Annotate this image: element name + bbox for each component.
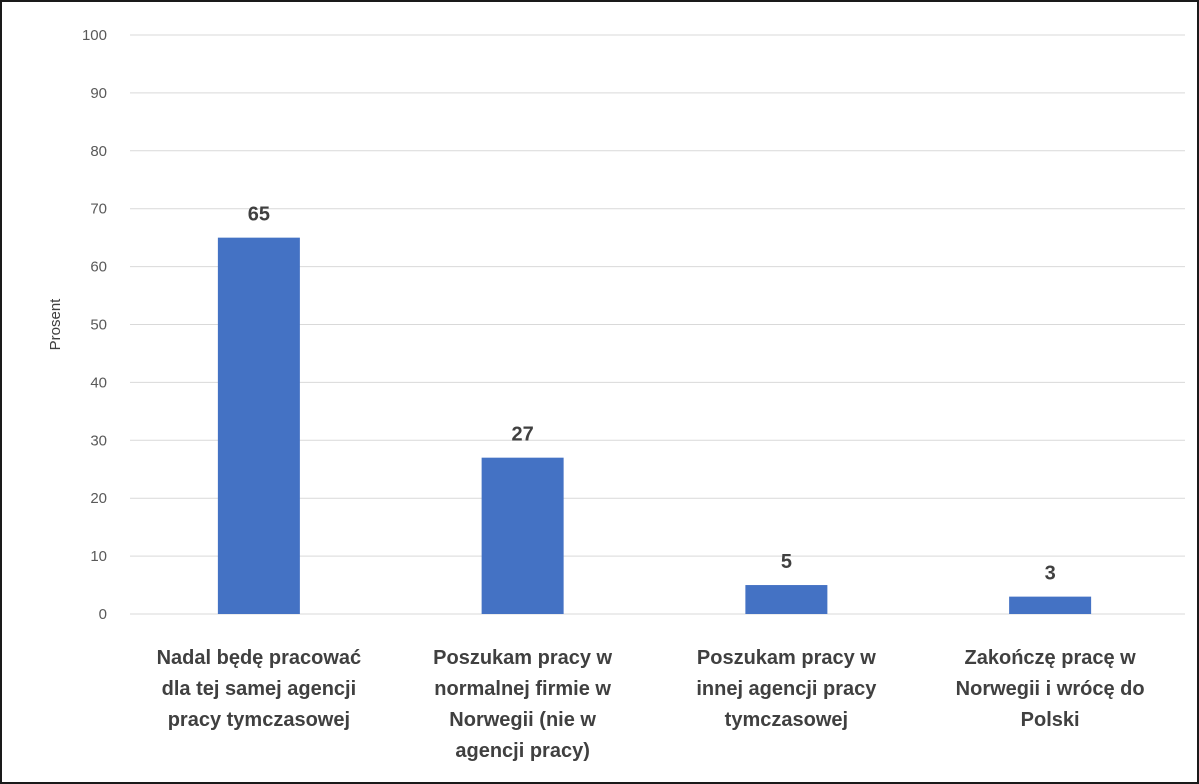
y-tick-label: 80 (90, 143, 107, 160)
x-category-label: Poszukam pracy w (433, 647, 612, 669)
y-tick-label: 50 (90, 317, 107, 334)
y-tick-label: 60 (90, 259, 107, 276)
y-tick-label: 30 (90, 432, 107, 449)
y-tick-label: 40 (90, 374, 107, 391)
x-category-label: pracy tymczasowej (168, 709, 350, 731)
data-label: 65 (248, 204, 270, 226)
x-category-label: innej agencji pracy (696, 678, 877, 700)
x-category-label: tymczasowej (725, 709, 848, 731)
data-label: 5 (781, 551, 792, 573)
y-tick-label: 100 (82, 27, 107, 44)
bar (481, 457, 564, 614)
y-axis-label: Prosent (47, 298, 64, 351)
y-tick-label: 90 (90, 85, 107, 102)
bar (745, 585, 828, 614)
bar (217, 237, 300, 614)
data-label: 27 (512, 424, 534, 446)
x-category-label: agencji pracy) (455, 740, 590, 762)
x-category-label: Norwegii (nie w (449, 709, 596, 731)
x-category-label: Zakończę pracę w (965, 647, 1137, 669)
x-category-label: Norwegii i wrócę do (956, 678, 1145, 700)
x-category-label: normalnej firmie w (434, 678, 611, 700)
x-category-label: Polski (1021, 709, 1080, 731)
y-tick-label: 0 (99, 606, 107, 623)
y-tick-label: 10 (90, 548, 107, 565)
x-category-label: Nadal będę pracować (157, 647, 362, 669)
x-category-label: dla tej samej agencji (162, 678, 357, 700)
x-category-label: Poszukam pracy w (697, 647, 876, 669)
data-label: 3 (1045, 563, 1056, 585)
y-tick-label: 70 (90, 201, 107, 218)
y-tick-label: 20 (90, 490, 107, 507)
bar (1009, 596, 1092, 614)
